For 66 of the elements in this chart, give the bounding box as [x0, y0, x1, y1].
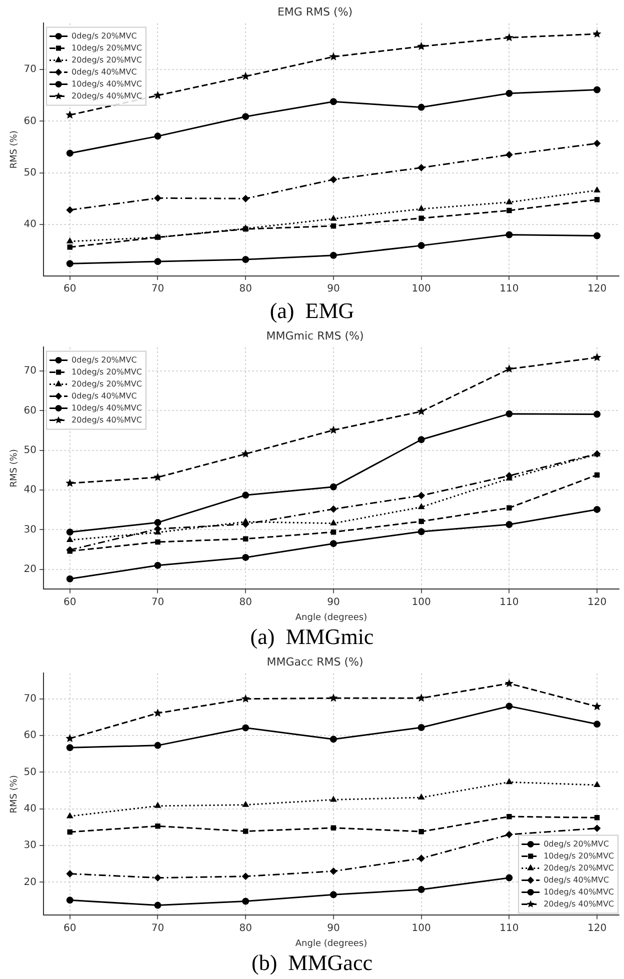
x-tick-label: 60 — [64, 922, 76, 934]
text: (a) MMGmic — [249, 624, 375, 650]
x-tick-label: 60 — [64, 596, 76, 608]
y-axis-title: RMS (%) — [10, 449, 20, 488]
y-tick-label: 40 — [24, 484, 37, 496]
text: (b) MMGacc — [250, 950, 374, 976]
y-tick-label: 70 — [24, 64, 37, 76]
y-tick-label: 40 — [24, 803, 37, 814]
legend-label: 20deg/s 20%MVC — [72, 379, 142, 388]
y-tick-label: 60 — [24, 730, 37, 742]
legend-label: 20deg/s 40%MVC — [72, 91, 142, 100]
x-tick-label: 90 — [327, 284, 340, 295]
x-tick-label: 80 — [239, 596, 252, 608]
legend-label: 20deg/s 40%MVC — [544, 899, 614, 908]
x-tick-label: 90 — [327, 922, 340, 934]
legend-label: 0deg/s 40%MVC — [544, 875, 610, 884]
y-tick-label: 20 — [24, 876, 37, 888]
legend-label: 0deg/s 20%MVC — [72, 31, 138, 40]
y-tick-label: 50 — [24, 167, 37, 178]
x-tick-label: 80 — [239, 922, 252, 934]
legend-label: 10deg/s 40%MVC — [544, 887, 614, 896]
legend-label: 0deg/s 40%MVC — [72, 391, 138, 400]
legend-label: 20deg/s 40%MVC — [72, 415, 142, 424]
y-axis-title: RMS (%) — [10, 775, 20, 814]
legend-label: 20deg/s 20%MVC — [544, 863, 614, 872]
x-tick-label: 100 — [412, 284, 431, 295]
legend-label: 20deg/s 20%MVC — [72, 55, 142, 64]
legend-label: 10deg/s 40%MVC — [72, 79, 142, 88]
x-tick-label: 70 — [151, 284, 164, 295]
x-tick-label: 120 — [587, 284, 607, 295]
chart-title: MMGmic RMS (%) — [266, 329, 364, 342]
y-tick-label: 30 — [24, 840, 37, 852]
text: (a) EMG — [268, 298, 356, 324]
x-axis-title: Angle (degrees) — [295, 938, 368, 949]
y-tick-label: 50 — [24, 444, 37, 456]
x-tick-label: 90 — [327, 596, 340, 608]
legend-label: 10deg/s 20%MVC — [72, 367, 142, 376]
legend-label: 10deg/s 20%MVC — [544, 851, 614, 860]
x-tick-label: 100 — [412, 596, 431, 608]
y-axis-title: RMS (%) — [10, 130, 20, 169]
x-tick-label: 110 — [500, 596, 519, 608]
legend-label: 10deg/s 40%MVC — [72, 403, 142, 412]
y-tick-label: 60 — [24, 405, 37, 416]
x-tick-label: 70 — [151, 922, 164, 934]
legend-label: 10deg/s 20%MVC — [72, 43, 142, 52]
legend-label: 0deg/s 40%MVC — [72, 67, 138, 76]
x-axis-title: Angle (degrees) — [295, 612, 368, 623]
y-tick-label: 20 — [24, 564, 37, 575]
x-tick-label: 120 — [587, 596, 607, 608]
legend-label: 0deg/s 20%MVC — [544, 839, 610, 848]
y-tick-label: 60 — [24, 116, 37, 127]
x-tick-label: 120 — [587, 922, 607, 934]
x-tick-label: 70 — [151, 596, 164, 608]
x-tick-label: 110 — [500, 922, 519, 934]
y-tick-label: 30 — [24, 524, 37, 536]
y-tick-label: 70 — [24, 693, 37, 704]
legend-label: 0deg/s 20%MVC — [72, 355, 138, 364]
chart-title: MMGacc RMS (%) — [266, 655, 364, 668]
x-tick-label: 110 — [500, 284, 519, 295]
y-tick-label: 40 — [24, 219, 37, 230]
y-tick-label: 70 — [24, 366, 37, 377]
chart-title: EMG RMS (%) — [277, 5, 353, 18]
x-tick-label: 80 — [239, 284, 252, 295]
x-tick-label: 60 — [64, 284, 76, 295]
x-tick-label: 100 — [412, 922, 431, 934]
y-tick-label: 50 — [24, 766, 37, 778]
